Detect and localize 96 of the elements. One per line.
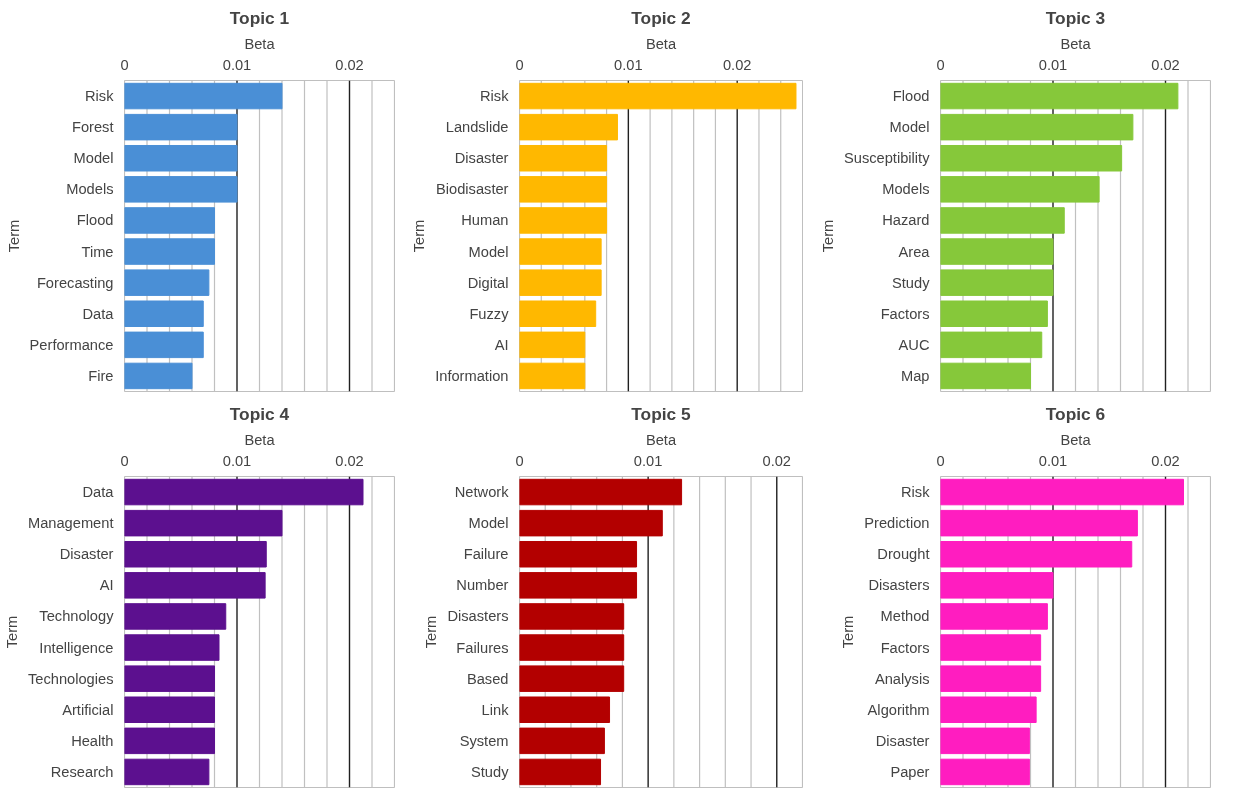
y-axis-title: Term <box>5 219 22 253</box>
y-tick-label: Number <box>456 577 509 594</box>
y-tick-label: Failures <box>456 639 509 656</box>
y-tick-label: Intelligence <box>39 639 114 656</box>
y-tick-label: Data <box>82 305 115 322</box>
x-tick-label: 0.02 <box>762 452 792 469</box>
y-tick-label: Model <box>889 119 930 136</box>
y-tick-label: Method <box>880 608 930 625</box>
y-tick-label: Network <box>454 484 510 501</box>
y-axis-title: Term <box>411 219 428 253</box>
y-tick-label: Forecasting <box>36 274 114 291</box>
y-tick-label: Risk <box>85 88 115 105</box>
y-tick-label: Flood <box>892 88 930 105</box>
x-tick-label: 0.01 <box>1038 452 1068 469</box>
y-tick-label: Risk <box>480 88 510 105</box>
y-tick-label: Landslide <box>445 119 509 136</box>
y-tick-label: Based <box>466 670 509 687</box>
x-tick-label: 0 <box>515 56 524 73</box>
x-axis-title: Beta <box>645 431 677 448</box>
y-tick-label: Models <box>882 181 930 198</box>
x-axis-title: Beta <box>1060 431 1092 448</box>
y-tick-label: System <box>459 732 509 749</box>
y-tick-label: Risk <box>901 484 931 501</box>
y-tick-label: Prediction <box>864 515 930 532</box>
y-tick-label: Data <box>82 484 115 501</box>
x-tick-label: 0.02 <box>1151 56 1180 73</box>
y-tick-label: AUC <box>898 336 930 353</box>
y-tick-label: Information <box>435 367 509 384</box>
x-tick-label: 0.02 <box>1151 452 1180 469</box>
y-tick-label: Disaster <box>454 150 509 167</box>
y-tick-label: Factors <box>880 639 930 656</box>
x-tick-label: 0 <box>936 56 945 73</box>
chart-title: Topic 5 <box>631 403 692 424</box>
x-tick-label: 0.02 <box>335 452 364 469</box>
y-tick-label: Factors <box>880 305 930 322</box>
chart-title: Topic 2 <box>631 7 691 28</box>
y-tick-label: Model <box>73 150 114 167</box>
x-tick-label: 0.01 <box>222 452 252 469</box>
y-tick-label: Research <box>50 763 114 780</box>
y-tick-label: Flood <box>76 212 114 229</box>
y-tick-label: Link <box>481 701 510 718</box>
y-axis-title: Term <box>3 615 20 649</box>
y-tick-label: Fuzzy <box>469 305 510 322</box>
y-tick-label: Time <box>81 243 114 260</box>
x-tick-label: 0.01 <box>1038 56 1068 73</box>
y-tick-label: Study <box>892 274 931 291</box>
x-tick-label: 0.01 <box>222 56 252 73</box>
y-tick-label: Drought <box>877 546 930 563</box>
x-tick-label: 0.01 <box>633 452 663 469</box>
x-tick-label: 0.01 <box>614 56 643 73</box>
y-axis-title: Term <box>819 219 836 253</box>
y-tick-label: Disaster <box>59 546 114 563</box>
y-tick-label: AI <box>494 336 509 353</box>
x-axis-title: Beta <box>244 431 276 448</box>
y-tick-label: Disasters <box>868 577 930 594</box>
y-tick-label: Study <box>471 763 510 780</box>
x-axis-title: Beta <box>645 35 677 52</box>
chart-title: Topic 6 <box>1045 403 1106 424</box>
chart-title: Topic 3 <box>1045 7 1106 28</box>
y-tick-label: Model <box>468 243 509 260</box>
y-axis-title: Term <box>423 615 440 649</box>
y-tick-label: Analysis <box>874 670 930 687</box>
x-tick-label: 0.02 <box>335 56 364 73</box>
x-tick-label: 0.02 <box>722 56 752 73</box>
y-tick-label: Susceptibility <box>843 150 931 167</box>
x-tick-label: 0 <box>936 452 945 469</box>
y-axis-title: Term <box>840 615 857 649</box>
y-tick-label: Fire <box>88 367 114 384</box>
y-tick-label: Technologies <box>27 670 114 687</box>
y-tick-label: Hazard <box>882 212 930 229</box>
y-tick-label: Biodisaster <box>436 181 509 198</box>
y-tick-label: Performance <box>29 336 114 353</box>
y-tick-label: Digital <box>467 274 509 291</box>
y-tick-label: Model <box>468 515 509 532</box>
y-tick-label: Algorithm <box>867 701 930 718</box>
y-tick-label: Forest <box>71 119 114 136</box>
x-axis-title: Beta <box>244 35 276 52</box>
y-tick-label: Management <box>27 515 114 532</box>
y-tick-label: Map <box>900 367 930 384</box>
x-tick-label: 0 <box>515 452 524 469</box>
y-tick-label: Paper <box>890 763 930 780</box>
y-tick-label: Human <box>461 212 509 229</box>
chart-title: Topic 4 <box>229 403 290 424</box>
y-tick-label: Technology <box>39 608 115 625</box>
x-tick-label: 0 <box>120 56 129 73</box>
y-tick-label: Health <box>71 732 114 749</box>
y-tick-label: Models <box>66 181 114 198</box>
y-tick-label: Disasters <box>447 608 509 625</box>
y-tick-label: AI <box>99 577 114 594</box>
x-axis-title: Beta <box>1060 35 1092 52</box>
y-tick-label: Failure <box>463 546 509 563</box>
y-tick-label: Disaster <box>875 732 930 749</box>
x-tick-label: 0 <box>120 452 129 469</box>
y-tick-label: Artificial <box>62 701 114 718</box>
y-tick-label: Area <box>898 243 931 260</box>
chart-title: Topic 1 <box>229 7 290 28</box>
